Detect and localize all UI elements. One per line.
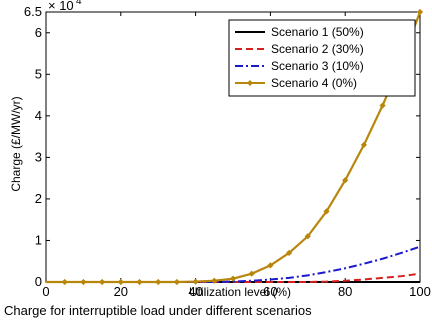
legend-label-1: Scenario 1 (50%) — [271, 25, 364, 39]
x-tick-label: 100 — [409, 284, 431, 299]
x-axis-label: Utilization level (%) — [189, 285, 291, 299]
y-tick-label: 0 — [35, 274, 42, 289]
x-tick-label: 20 — [114, 284, 128, 299]
series-point-4 — [285, 249, 293, 257]
series-point-4 — [229, 275, 237, 282]
x-tick-label: 0 — [42, 284, 49, 299]
plot-area: 0 20 40 60 80 100 0 1 2 3 4 5 6 6.5 Scenario 1 (50%) Sc… — [24, 4, 431, 299]
series-line-2 — [46, 272, 421, 283]
series-point-4 — [192, 278, 199, 285]
x-tick-label: 80 — [338, 284, 352, 299]
y-tick-label: 2 — [35, 191, 42, 206]
series-point-4 — [173, 278, 181, 286]
legend-marker-4 — [247, 80, 253, 86]
legend-label-3: Scenario 3 (10%) — [271, 59, 364, 73]
series-point-4 — [61, 278, 68, 286]
y-tick-label: 4 — [35, 108, 42, 123]
series-point-4 — [248, 270, 255, 277]
legend-label-2: Scenario 2 (30%) — [271, 42, 364, 56]
series-point-4 — [211, 277, 218, 284]
y-tick-label: 1 — [35, 232, 42, 247]
y-axis-exponent: × 10 — [48, 0, 74, 13]
y-axis-label: Charge (£/MW/yr) — [9, 96, 23, 191]
y-tick-label: 6.5 — [24, 4, 42, 19]
series-point-4 — [117, 278, 124, 286]
y-tick-label: 6 — [35, 25, 42, 40]
series-point-4 — [342, 177, 349, 184]
series-point-4 — [323, 208, 330, 215]
series-point-4 — [267, 262, 274, 269]
y-tick-label: 3 — [35, 149, 42, 164]
chart: 0 20 40 60 80 100 0 1 2 3 4 5 6 6.5 Scenario 1 (50%) Sc… — [9, 0, 431, 299]
series-point-4 — [136, 278, 143, 286]
series-point-4 — [98, 278, 106, 286]
legend-label-4: Scenario 4 (0%) — [271, 76, 357, 90]
series-point-4 — [416, 8, 424, 16]
x-tick-label: 60 — [263, 284, 277, 299]
series-point-4 — [304, 233, 311, 240]
y-axis-exponent-power: 4 — [76, 0, 82, 7]
x-tick-label: 40 — [188, 284, 202, 299]
figure-caption: Charge for interruptible load under diff… — [4, 303, 312, 318]
series-point-4 — [379, 102, 386, 109]
y-tick-label: 5 — [35, 66, 42, 81]
series-point-4 — [80, 278, 87, 286]
series-point-4 — [360, 141, 368, 149]
series-point-4 — [155, 278, 162, 286]
